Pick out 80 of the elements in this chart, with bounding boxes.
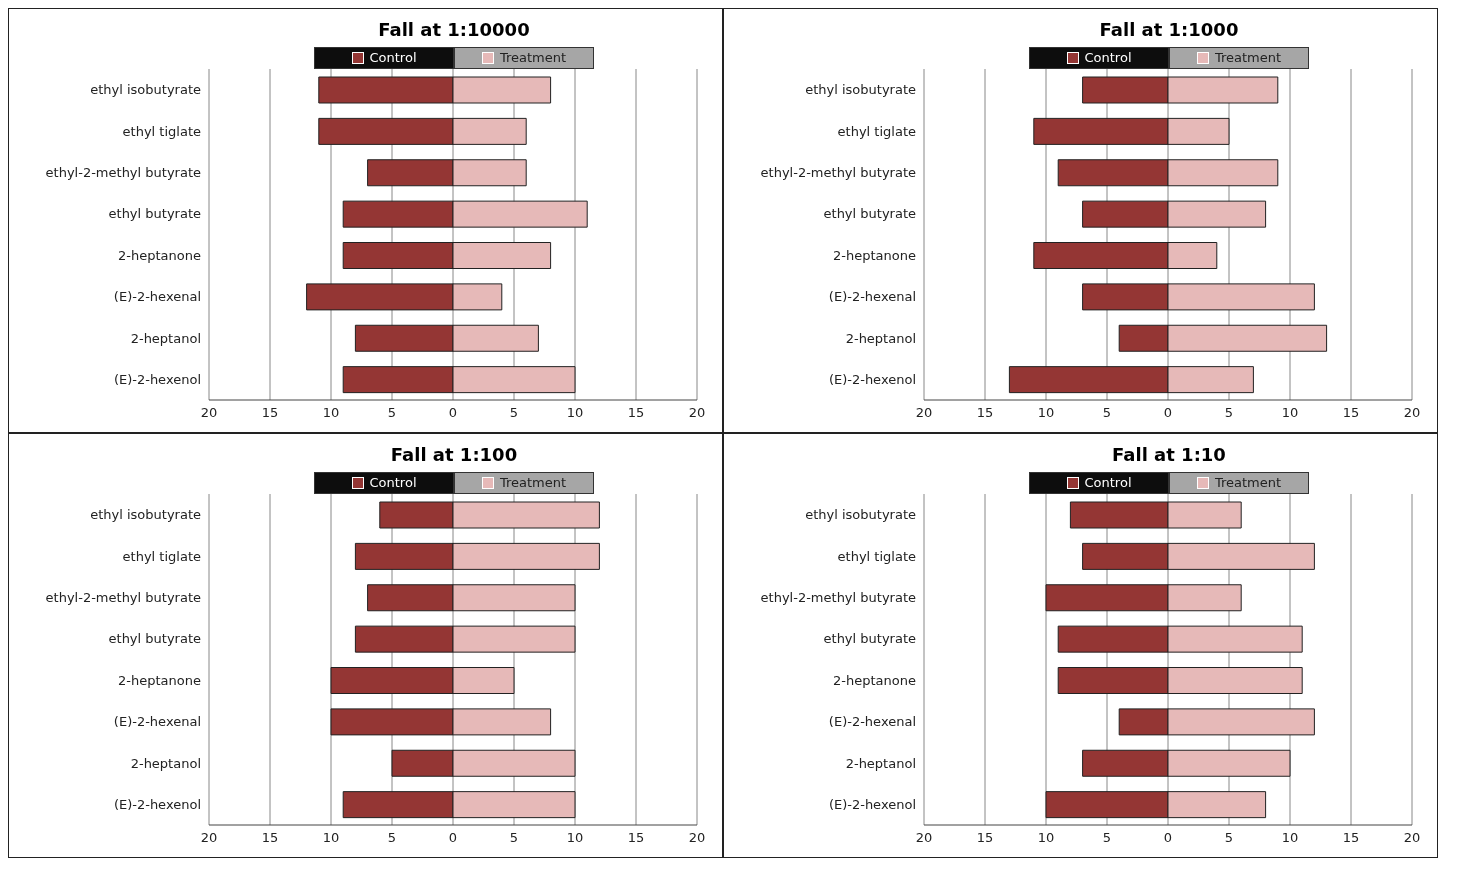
x-tick-label: 10 — [1037, 830, 1055, 846]
y-tick-label: 2-heptanone — [833, 247, 916, 263]
x-tick-label: 5 — [387, 830, 397, 846]
y-tick-label: 2-heptanone — [833, 672, 916, 688]
y-tick-label: ethyl isobutyrate — [90, 82, 201, 98]
y-tick-label: ethyl tiglate — [122, 123, 201, 139]
y-tick-label: ethyl butyrate — [823, 206, 916, 222]
x-tick-label: 10 — [1281, 405, 1299, 421]
legend-label: Treatment — [1214, 49, 1282, 67]
y-tick-label: 2-heptanone — [118, 672, 201, 688]
x-tick-label: 15 — [976, 830, 994, 846]
x-tick-label: 15 — [627, 405, 645, 421]
y-tick-label: (E)-2-hexenol — [828, 371, 916, 387]
chart-title: Fall at 1:10 — [1111, 444, 1227, 465]
y-tick-label: (E)-2-hexenal — [113, 289, 201, 305]
x-tick-label: 15 — [627, 830, 645, 846]
x-tick-label: 20 — [688, 830, 706, 846]
x-tick-label: 20 — [915, 830, 933, 846]
x-tick-label: 5 — [1224, 405, 1234, 421]
x-tick-label: 15 — [1342, 830, 1360, 846]
x-tick-label: 20 — [688, 405, 706, 421]
y-tick-label: ethyl-2-methyl butyrate — [45, 590, 201, 606]
x-tick-label: 0 — [1163, 830, 1173, 846]
chart-title: Fall at 1:1000 — [1098, 19, 1240, 40]
x-tick-label: 5 — [509, 405, 519, 421]
x-tick-label: 10 — [322, 830, 340, 846]
x-tick-label: 20 — [200, 830, 218, 846]
legend-label: Control — [1084, 49, 1132, 67]
x-tick-label: 10 — [322, 405, 340, 421]
x-tick-label: 20 — [1403, 405, 1421, 421]
x-tick-label: 0 — [448, 405, 458, 421]
y-tick-label: ethyl-2-methyl butyrate — [760, 590, 916, 606]
y-tick-label: 2-heptanol — [130, 330, 201, 346]
y-tick-label: ethyl-2-methyl butyrate — [45, 165, 201, 181]
legend-label: Control — [369, 474, 417, 492]
chart-title: Fall at 1:100 — [389, 444, 519, 465]
y-tick-label: ethyl isobutyrate — [805, 507, 916, 523]
y-tick-label: 2-heptanol — [130, 755, 201, 771]
legend-label: Treatment — [499, 474, 567, 492]
x-tick-label: 20 — [200, 405, 218, 421]
y-tick-label: (E)-2-hexenol — [113, 371, 201, 387]
legend-label: Control — [1084, 474, 1132, 492]
y-tick-label: ethyl tiglate — [837, 548, 916, 564]
y-tick-label: ethyl isobutyrate — [805, 82, 916, 98]
y-tick-label: (E)-2-hexenal — [828, 289, 916, 305]
x-tick-label: 10 — [566, 405, 584, 421]
x-tick-label: 10 — [566, 830, 584, 846]
y-tick-label: ethyl butyrate — [108, 631, 201, 647]
chart-title: Fall at 1:10000 — [377, 19, 531, 40]
x-tick-label: 20 — [1403, 830, 1421, 846]
y-tick-label: (E)-2-hexenol — [828, 796, 916, 812]
y-tick-label: ethyl tiglate — [122, 548, 201, 564]
y-tick-label: 2-heptanol — [845, 330, 916, 346]
y-tick-label: 2-heptanol — [845, 755, 916, 771]
x-tick-label: 10 — [1037, 405, 1055, 421]
x-tick-label: 5 — [509, 830, 519, 846]
x-tick-label: 15 — [976, 405, 994, 421]
x-tick-label: 15 — [1342, 405, 1360, 421]
y-tick-label: ethyl butyrate — [108, 206, 201, 222]
x-tick-label: 15 — [261, 405, 279, 421]
y-tick-label: ethyl-2-methyl butyrate — [760, 165, 916, 181]
y-tick-label: ethyl butyrate — [823, 631, 916, 647]
y-tick-label: (E)-2-hexenal — [113, 714, 201, 730]
x-tick-label: 5 — [1102, 405, 1112, 421]
legend-label: Treatment — [499, 49, 567, 67]
y-tick-label: 2-heptanone — [118, 247, 201, 263]
y-tick-label: (E)-2-hexenal — [828, 714, 916, 730]
x-tick-label: 20 — [915, 405, 933, 421]
y-tick-label: ethyl tiglate — [837, 123, 916, 139]
x-tick-label: 5 — [1224, 830, 1234, 846]
x-tick-label: 5 — [1102, 830, 1112, 846]
x-tick-label: 10 — [1281, 830, 1299, 846]
x-tick-label: 0 — [1163, 405, 1173, 421]
legend-label: Control — [369, 49, 417, 67]
x-tick-label: 5 — [387, 405, 397, 421]
legend-label: Treatment — [1214, 474, 1282, 492]
x-tick-label: 0 — [448, 830, 458, 846]
y-tick-label: ethyl isobutyrate — [90, 507, 201, 523]
y-tick-label: (E)-2-hexenol — [113, 796, 201, 812]
x-tick-label: 15 — [261, 830, 279, 846]
